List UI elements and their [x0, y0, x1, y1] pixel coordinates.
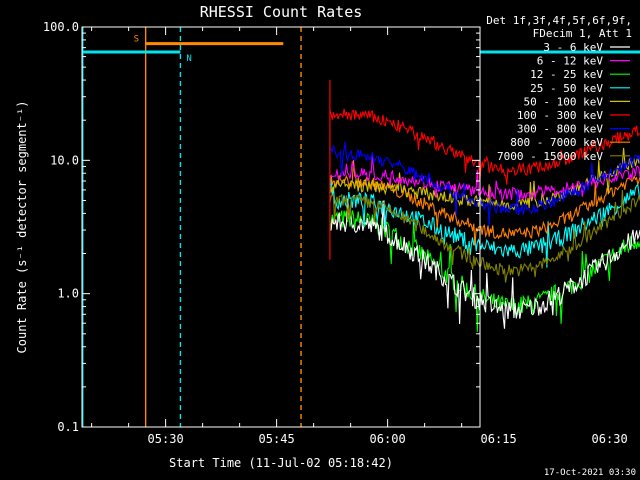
- legend: Det 1f,3f,4f,5f,6f,9f, FDecim 1, Att 1 3…: [486, 14, 632, 163]
- chart-title: RHESSI Count Rates: [200, 3, 363, 21]
- series-line: [329, 189, 640, 283]
- series-line: [329, 147, 640, 211]
- annotations-layer: SN: [82, 27, 640, 427]
- series-line: [329, 198, 640, 329]
- legend-entry-label: 800 - 7000 keV: [510, 136, 603, 149]
- x-axis-label: Start Time (11-Jul-02 05:18:42): [169, 456, 393, 470]
- legend-entry-label: 7000 - 15000 keV: [497, 150, 603, 163]
- x-tick-label: 05:30: [148, 432, 184, 446]
- series-line: [329, 153, 640, 202]
- y-axis-label: Count Rate (s⁻¹ detector segment⁻¹): [15, 101, 29, 354]
- x-tick-label: 05:45: [259, 432, 295, 446]
- x-tick-label: 06:30: [592, 432, 628, 446]
- series-line: [329, 160, 640, 246]
- y-tick-label: 0.1: [57, 420, 79, 434]
- y-axis-ticks: 0.1 1.0 10.0 100.0: [43, 20, 480, 434]
- y-tick-label: 100.0: [43, 20, 79, 34]
- y-tick-label: 1.0: [57, 287, 79, 301]
- y-tick-label: 10.0: [50, 153, 79, 167]
- series-traces: [329, 80, 640, 332]
- legend-entry-label: 3 - 6 keV: [543, 41, 603, 54]
- x-tick-label: 06:00: [370, 432, 406, 446]
- legend-entry-label: 25 - 50 keV: [530, 82, 603, 95]
- attenuator_state-label: S: [134, 35, 139, 45]
- series-line: [329, 108, 640, 185]
- series-line: [329, 177, 640, 268]
- series-line: [329, 210, 640, 332]
- legend-entry-label: 12 - 25 keV: [530, 68, 603, 81]
- legend-header-line-1: Det 1f,3f,4f,5f,6f,9f,: [486, 14, 632, 27]
- footer-date: 17-Oct-2021 03:30: [544, 468, 636, 478]
- series-line: [329, 141, 640, 226]
- legend-entry-label: 300 - 800 keV: [517, 123, 603, 136]
- legend-entry-label: 100 - 300 keV: [517, 109, 603, 122]
- saa-label: N: [186, 54, 191, 64]
- legend-header-line-2: FDecim 1, Att 1: [533, 27, 632, 40]
- legend-entry-label: 50 - 100 keV: [524, 95, 604, 108]
- x-tick-label: 06:15: [481, 432, 517, 446]
- legend-entry-label: 6 - 12 keV: [537, 55, 604, 68]
- plot-frame: [81, 26, 481, 428]
